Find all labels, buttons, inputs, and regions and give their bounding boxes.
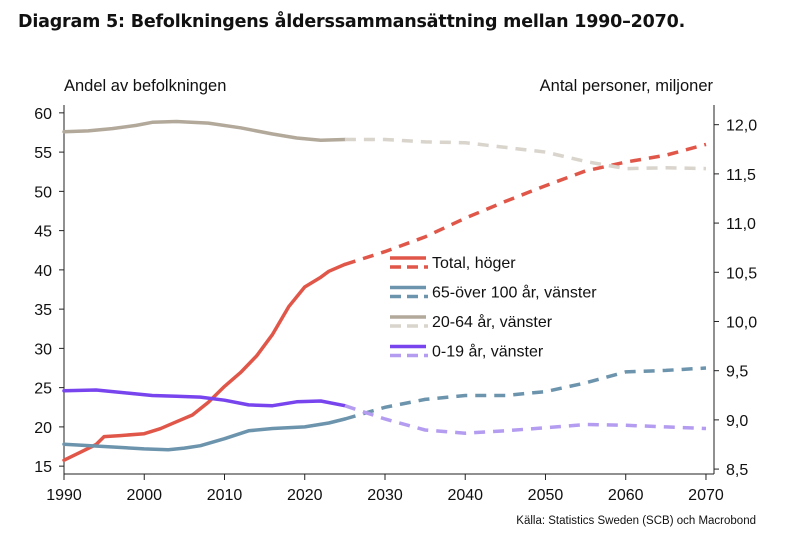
left-tick-label: 35	[34, 302, 52, 319]
right-tick-label: 11,5	[726, 167, 756, 184]
left-axis-title: Andel av befolkningen	[64, 77, 227, 95]
source-note: Källa: Statistics Sweden (SCB) och Macro…	[516, 515, 756, 527]
legend-item-2-label: 65-över 100 år, vänster	[432, 284, 597, 302]
left-tick-label: 30	[34, 341, 52, 358]
x-tick-label: 2060	[608, 487, 644, 504]
right-tick-label: 10,5	[726, 265, 757, 282]
legend-item-4-label: 0-19 år, vänster	[432, 343, 544, 361]
right-tick-label: 11,0	[726, 216, 756, 233]
right-axis-title: Antal personer, miljoner	[539, 77, 713, 95]
legend-item-1-label: Total, höger	[432, 255, 516, 272]
chart-title: Diagram 5: Befolkningens ålderssammansät…	[18, 12, 686, 32]
series-3-forecast-line	[344, 137, 707, 171]
left-tick-label: 25	[34, 381, 52, 398]
x-tick-label: 2070	[688, 487, 724, 504]
series-3-historical-line	[62, 119, 347, 143]
legend-item-3-label: 20-64 år, vänster	[432, 313, 553, 331]
x-tick-label: 2050	[528, 487, 564, 504]
left-tick-label: 55	[34, 145, 52, 162]
left-tick-label: 40	[34, 263, 52, 280]
series-1-forecast-line	[344, 142, 707, 267]
right-tick-label: 12,0	[726, 118, 757, 135]
x-tick-label: 2010	[207, 487, 243, 504]
x-tick-label: 2020	[287, 487, 323, 504]
right-tick-label: 10,0	[726, 314, 757, 331]
right-tick-label: 8,5	[726, 462, 748, 479]
left-tick-label: 15	[34, 459, 52, 476]
series-2-historical-line	[62, 417, 347, 452]
x-tick-label: 1990	[46, 487, 82, 504]
left-tick-label: 20	[34, 420, 52, 437]
series-4-historical-line	[62, 388, 347, 408]
left-tick-label: 45	[34, 224, 52, 241]
left-tick-label: 50	[34, 184, 52, 201]
x-tick-label: 2040	[447, 487, 483, 504]
series-4-forecast-line	[344, 404, 707, 435]
left-tick-label: 60	[34, 106, 52, 123]
x-tick-label: 2000	[126, 487, 162, 504]
x-tick-label: 2030	[367, 487, 403, 504]
series-1-historical-line	[62, 262, 347, 462]
series-2-forecast-line	[344, 366, 707, 421]
right-tick-label: 9,5	[726, 364, 748, 381]
right-tick-label: 9,0	[726, 413, 748, 430]
